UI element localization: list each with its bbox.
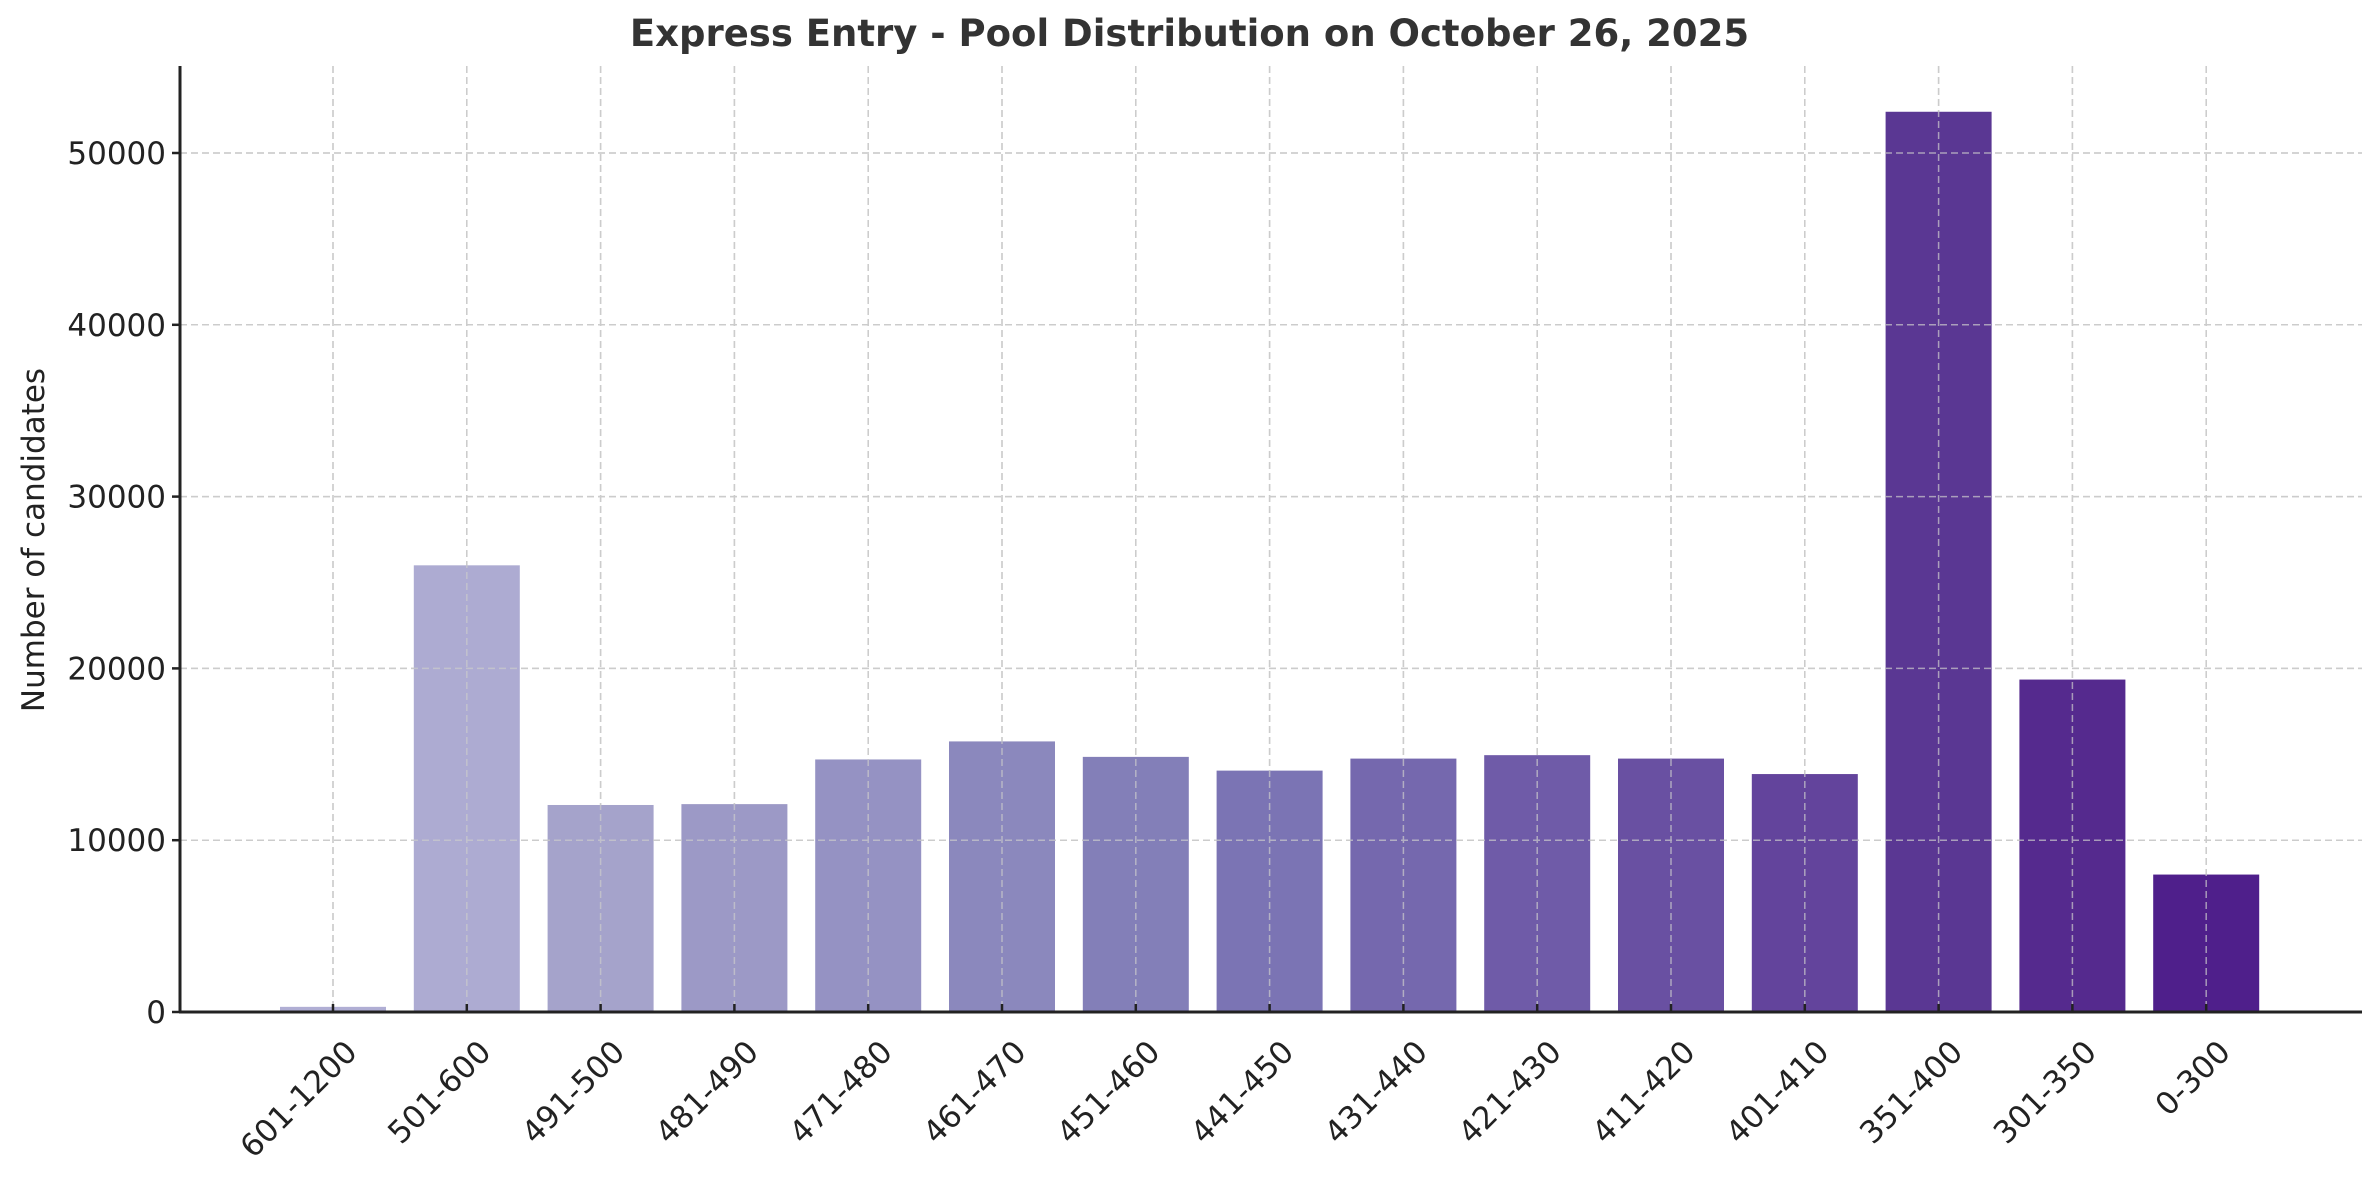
y-tick-label: 30000	[67, 480, 166, 516]
x-ticks: 601-1200 501-600 491-500 481-490 471-480 461-…	[234, 1004, 2238, 1165]
y-tick-label: 20000	[67, 651, 166, 687]
x-tick-label: 301-350	[1987, 1034, 2104, 1151]
x-tick-label: 411-420	[1585, 1034, 1702, 1151]
x-tick-label: 501-600	[381, 1034, 498, 1151]
x-tick-label: 451-460	[1050, 1034, 1167, 1151]
y-ticks: 0 10000 20000 30000 40000 50000	[67, 136, 180, 1031]
y-tick-label: 40000	[67, 308, 166, 344]
x-tick-label: 461-470	[916, 1034, 1033, 1151]
x-tick-label: 351-400	[1853, 1034, 1970, 1151]
chart-title: Express Entry - Pool Distribution on Oct…	[629, 12, 1750, 55]
y-tick-label: 0	[146, 995, 166, 1031]
x-tick-label: 481-490	[649, 1034, 766, 1151]
bar-301-350	[2019, 679, 2126, 1012]
x-tick-label: 401-410	[1719, 1034, 1836, 1151]
x-tick-label: 601-1200	[234, 1034, 365, 1165]
x-tick-label: 441-450	[1184, 1034, 1301, 1151]
y-tick-label: 10000	[67, 823, 166, 859]
x-tick-label: 421-430	[1452, 1034, 1569, 1151]
x-tick-label: 491-500	[515, 1034, 632, 1151]
y-tick-label: 50000	[67, 136, 166, 172]
x-tick-label: 0-300	[2149, 1034, 2238, 1123]
x-tick-label: 471-480	[783, 1034, 900, 1151]
grid-overlay	[180, 66, 2362, 1012]
x-tick-label: 431-440	[1318, 1034, 1435, 1151]
